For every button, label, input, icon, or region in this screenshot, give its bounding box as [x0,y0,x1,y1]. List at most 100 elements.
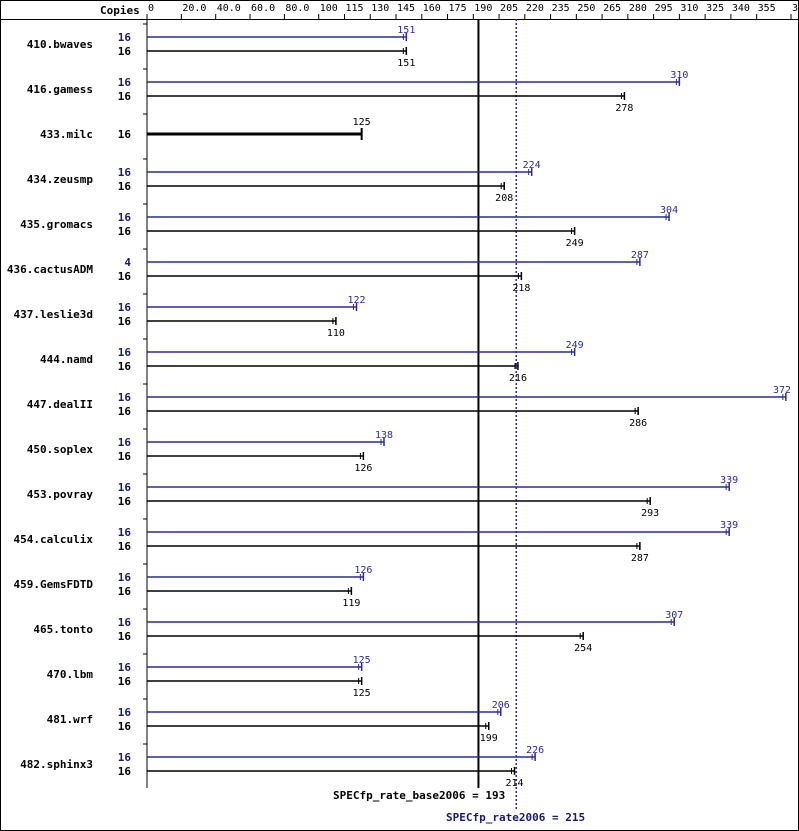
peak-value-label: 339 [720,475,738,486]
axis-tick-label: 160 [423,3,441,14]
base-value-label: 199 [480,733,498,744]
axis-tick-label: 375 [792,3,799,14]
axis-tick-label: 310 [680,3,698,14]
axis-tick-label: 355 [758,3,776,14]
benchmark-label: 447.dealII [27,398,93,411]
peak-copies: 16 [118,391,132,404]
peak-copies: 16 [118,76,132,89]
benchmark-label: 435.gromacs [20,218,93,231]
peak-value-label: 287 [631,250,649,261]
axis-tick-label: 220 [526,3,544,14]
base-value-label: 119 [342,598,360,609]
peak-value-label: 138 [375,430,393,441]
axis-tick-label: 20.0 [182,3,206,14]
axis-tick-label: 280 [629,3,647,14]
base-copies: 16 [118,585,132,598]
peak-value-label: 125 [353,655,371,666]
benchmark-label: 436.cactusADM [7,263,93,276]
peak-copies: 16 [118,661,132,674]
axis-tick-label: 340 [732,3,750,14]
base-copies: 16 [118,90,132,103]
benchmark-label: 459.GemsFDTD [14,578,94,591]
axis-tick-label: 325 [706,3,724,14]
peak-value-label: 304 [660,205,678,216]
base-value-label: 151 [397,58,415,69]
base-value-label: 249 [566,238,584,249]
peak-copies: 16 [118,751,132,764]
peak-value-label: 126 [354,565,372,576]
combined-value-label: 125 [353,117,371,128]
peak-copies: 16 [118,31,132,44]
peak-copies: 16 [118,571,132,584]
peak-value-label: 249 [566,340,584,351]
benchmark-label: 450.soplex [27,443,94,456]
base-summary-label: SPECfp_rate_base2006 = 193 [333,789,505,802]
benchmark-label: 437.leslie3d [14,308,93,321]
benchmark-label: 453.povray [27,488,94,501]
base-value-label: 293 [641,508,659,519]
base-copies: 16 [118,270,132,283]
peak-copies: 16 [118,301,132,314]
base-copies: 16 [118,540,132,553]
peak-summary-label: SPECfp_rate2006 = 215 [446,811,585,824]
benchmark-label: 454.calculix [14,533,94,546]
axis-tick-label: 115 [345,3,363,14]
benchmark-label: 470.lbm [47,668,94,681]
axis-tick-label: 265 [603,3,621,14]
base-copies: 16 [118,360,132,373]
base-value-label: 214 [505,778,523,789]
benchmark-label: 410.bwaves [27,38,93,51]
base-value-label: 216 [509,373,527,384]
peak-value-label: 372 [773,385,791,396]
base-copies: 16 [118,675,132,688]
base-copies: 16 [118,495,132,508]
axis-tick-label: 0 [148,3,154,14]
axis-tick-label: 190 [474,3,492,14]
peak-value-label: 339 [720,520,738,531]
base-value-label: 126 [354,463,372,474]
base-copies: 16 [118,450,132,463]
copies-header: Copies [100,4,140,17]
base-value-label: 286 [629,418,647,429]
base-value-label: 278 [615,103,633,114]
base-value-label: 110 [327,328,345,339]
axis-tick-label: 40.0 [217,3,241,14]
benchmark-label: 416.gamess [27,83,93,96]
axis-tick-label: 295 [655,3,673,14]
axis-tick-label: 205 [500,3,518,14]
base-copies: 16 [118,405,132,418]
peak-copies: 16 [118,526,132,539]
axis-tick-label: 175 [449,3,467,14]
base-copies: 16 [118,180,132,193]
benchmark-label: 482.sphinx3 [20,758,93,771]
peak-value-label: 307 [665,610,683,621]
peak-copies: 16 [118,481,132,494]
axis-tick-label: 250 [577,3,595,14]
peak-copies: 16 [118,166,132,179]
base-value-label: 208 [495,193,513,204]
base-value-label: 125 [353,688,371,699]
peak-copies: 16 [118,706,132,719]
benchmark-label: 434.zeusmp [27,173,94,186]
benchmark-label: 433.milc [40,128,93,141]
base-copies: 16 [118,765,132,778]
peak-value-label: 151 [397,25,415,36]
axis-tick-label: 145 [397,3,415,14]
peak-value-label: 310 [670,70,688,81]
peak-value-label: 224 [523,160,541,171]
base-copies: 16 [118,315,132,328]
peak-copies: 16 [118,436,132,449]
axis-tick-label: 60.0 [251,3,275,14]
peak-copies: 16 [118,211,132,224]
axis-tick-label: 130 [371,3,389,14]
base-value-label: 218 [512,283,530,294]
base-copies: 16 [118,225,132,238]
combined-copies: 16 [118,128,132,141]
peak-copies: 16 [118,346,132,359]
peak-copies: 16 [118,616,132,629]
axis-tick-label: 100 [320,3,338,14]
base-copies: 16 [118,630,132,643]
